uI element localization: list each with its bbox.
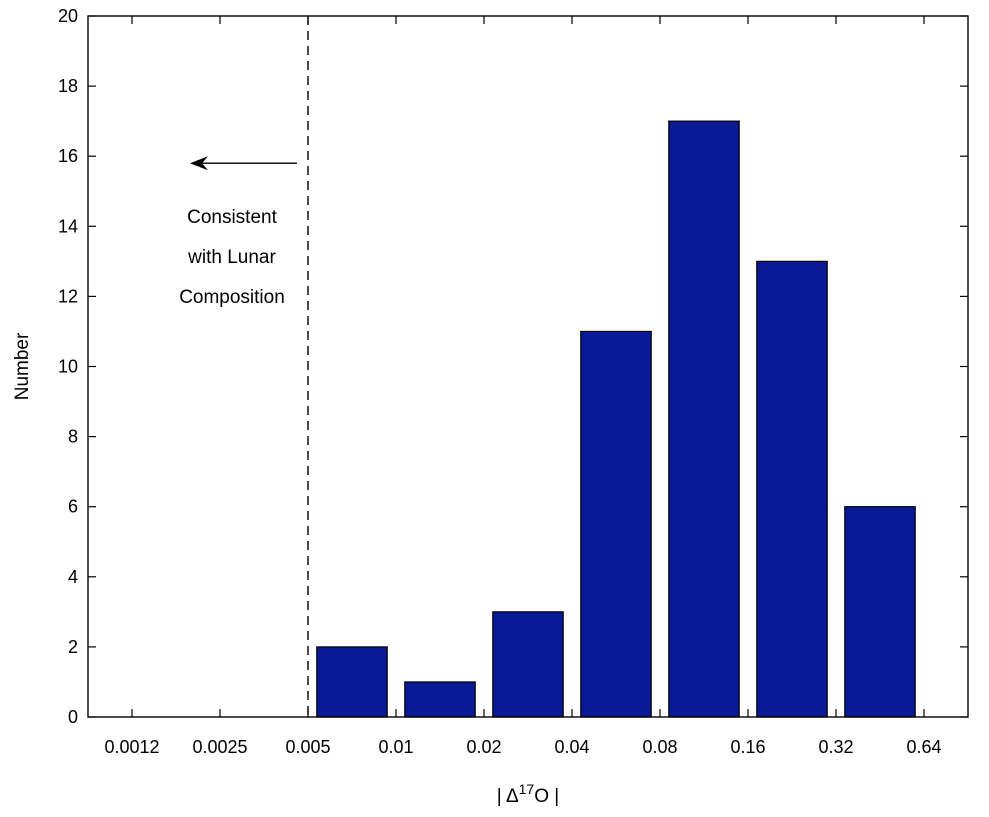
y-tick-label: 6 [68,497,78,517]
x-tick-label: 0.04 [554,737,589,757]
x-tick-label: 0.64 [906,737,941,757]
histogram-bar [756,260,828,718]
overlay-layer [190,16,309,717]
x-axis-ticks: 0.0012 0.0025 0.005 0.01 0.02 0.04 0.08 0.16 0.3… [104,16,942,757]
histogram-bar [404,681,476,718]
y-tick-label: 16 [58,146,78,166]
annotation-line-2: with Lunar [187,247,276,268]
y-tick-label: 8 [68,427,78,447]
x-tick-label: 0.01 [378,737,413,757]
histogram-bar [668,120,740,718]
histogram-bar [316,646,388,718]
histogram-bar [580,330,652,718]
y-tick-label: 0 [68,707,78,727]
histogram-bar [844,506,916,718]
x-axis-title: | Δ17O | [497,781,559,807]
x-tick-label: 0.005 [285,737,330,757]
bars-layer [316,120,916,718]
x-tick-label: 0.32 [818,737,853,757]
x-tick-label: 0.0025 [192,737,247,757]
y-axis-title: Number [12,332,33,400]
y-tick-label: 4 [68,567,78,587]
annotation-line-1: Consistent [187,207,277,228]
annotation-line-3: Composition [179,287,285,308]
x-tick-label: 0.08 [642,737,677,757]
histogram-bar [492,611,564,718]
x-tick-label: 0.02 [466,737,501,757]
x-tick-label: 0.16 [730,737,765,757]
x-axis-title-prefix: | Δ [497,786,519,807]
x-axis-title-superscript: 17 [519,781,535,797]
y-tick-label: 12 [58,286,78,306]
y-tick-label: 18 [58,76,78,96]
y-axis-ticks: 0 2 4 6 8 10 12 14 16 18 20 [58,6,968,727]
y-tick-label: 20 [58,6,78,26]
x-axis-title-suffix: O | [534,786,559,807]
y-tick-label: 2 [68,637,78,657]
y-tick-label: 14 [58,216,78,236]
annotation-arrow-head [190,156,208,171]
x-tick-label: 0.0012 [104,737,159,757]
plot-frame [87,15,969,718]
y-tick-label: 10 [58,357,78,377]
